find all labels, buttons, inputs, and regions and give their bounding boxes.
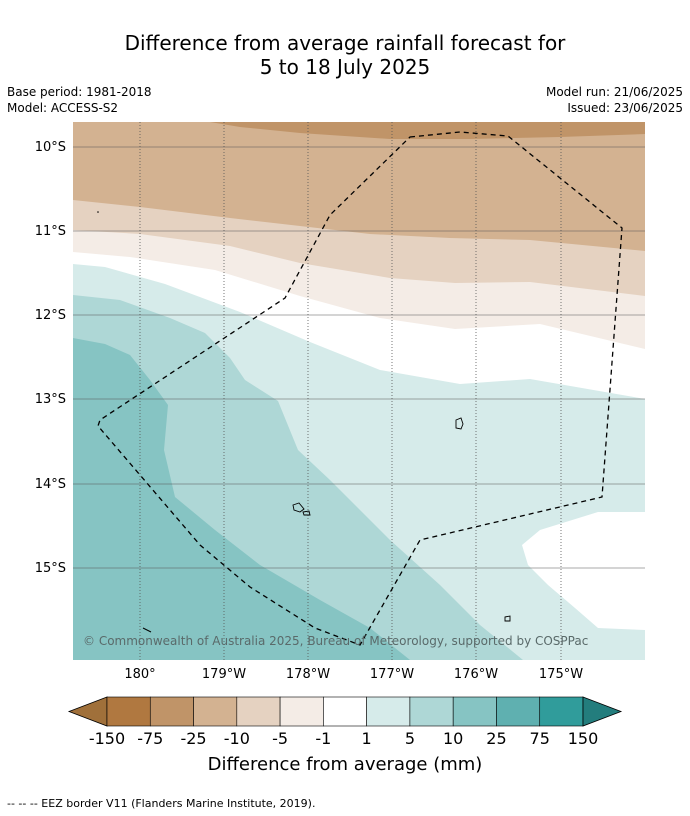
eez-border-line [97, 131, 623, 646]
island-outline [292, 502, 305, 513]
colorbar-segment [496, 696, 541, 727]
lat-labels: 10°S 11°S 12°S 13°S 14°S 15°S [35, 140, 66, 576]
lon-label-175w: 175°W [539, 667, 583, 682]
island-dot [97, 211, 99, 213]
map-title-line2: 5 to 18 July 2025 [259, 55, 431, 79]
colorbar-segment [452, 696, 497, 727]
lon-label-180: 180° [124, 667, 155, 682]
colorbar-tick-label: -5 [272, 729, 288, 748]
colorbar-segment [236, 696, 281, 727]
colorbar-tick-label: -150 [89, 729, 125, 748]
lat-label-12s: 12°S [35, 308, 66, 323]
island-outline [302, 510, 311, 516]
colorbar-segment [539, 696, 584, 727]
graticule [73, 146, 645, 569]
island-outline [455, 417, 464, 430]
colorbar-title: Difference from average (mm) [208, 754, 483, 775]
colorbar-tick-label: -1 [315, 729, 331, 748]
base-period-text: Base period: 1981-2018 [7, 85, 152, 99]
colorbar-segment [409, 696, 454, 727]
lon-label-178w: 178°W [286, 667, 330, 682]
colorbar-tick-label: 10 [443, 729, 463, 748]
colorbar-tick-label: 1 [362, 729, 372, 748]
colorbar-arrow-high [582, 696, 623, 727]
lon-labels: 180° 179°W 178°W 177°W 176°W 175°W [124, 667, 583, 682]
colorbar [67, 696, 623, 727]
colorbar-tick-label: -25 [180, 729, 206, 748]
lon-label-176w: 176°W [454, 667, 498, 682]
lat-label-13s: 13°S [35, 392, 66, 407]
colorbar-segment [106, 696, 151, 727]
model-text: Model: ACCESS-S2 [7, 101, 119, 115]
eez-legend-note: -- -- -- EEZ border V11 (Flanders Marine… [7, 797, 316, 810]
band-minus75-minus25 [210, 122, 645, 139]
colorbar-arrow-low [67, 696, 108, 727]
map-title-line1: Difference from average rainfall forecas… [124, 31, 566, 55]
colorbar-tick-label: -10 [224, 729, 250, 748]
colorbar-segment [149, 696, 194, 727]
lon-label-177w: 177°W [370, 667, 414, 682]
lat-label-14s: 14°S [35, 477, 66, 492]
lat-label-10s: 10°S [35, 140, 66, 155]
colorbar-tick-label: 150 [568, 729, 599, 748]
colorbar-segment [366, 696, 411, 727]
colorbar-tick-label: -75 [137, 729, 163, 748]
colorbar-segment [279, 696, 324, 727]
colorbar-tick-label: 5 [405, 729, 415, 748]
island-outline [504, 615, 511, 622]
colorbar-tick-label: 25 [486, 729, 506, 748]
island-outline [142, 627, 152, 633]
lon-label-179w: 179°W [202, 667, 246, 682]
copyright-text: © Commonwealth of Australia 2025, Bureau… [83, 634, 588, 648]
colorbar-segment [193, 696, 238, 727]
model-run-text: Model run: 21/06/2025 [545, 85, 683, 99]
lat-label-15s: 15°S [35, 561, 66, 576]
colorbar-ticks: -150 -75 -25 -10 -5 -1 1 5 10 25 75 150 [89, 729, 598, 748]
colorbar-segment [323, 696, 367, 727]
lat-label-11s: 11°S [35, 224, 66, 239]
rainfall-anomaly-map: © Commonwealth of Australia 2025, Bureau… [73, 122, 645, 660]
colorbar-tick-label: 75 [530, 729, 550, 748]
issued-text: Issued: 23/06/2025 [567, 101, 683, 115]
band-plus10-plus25 [73, 338, 410, 660]
